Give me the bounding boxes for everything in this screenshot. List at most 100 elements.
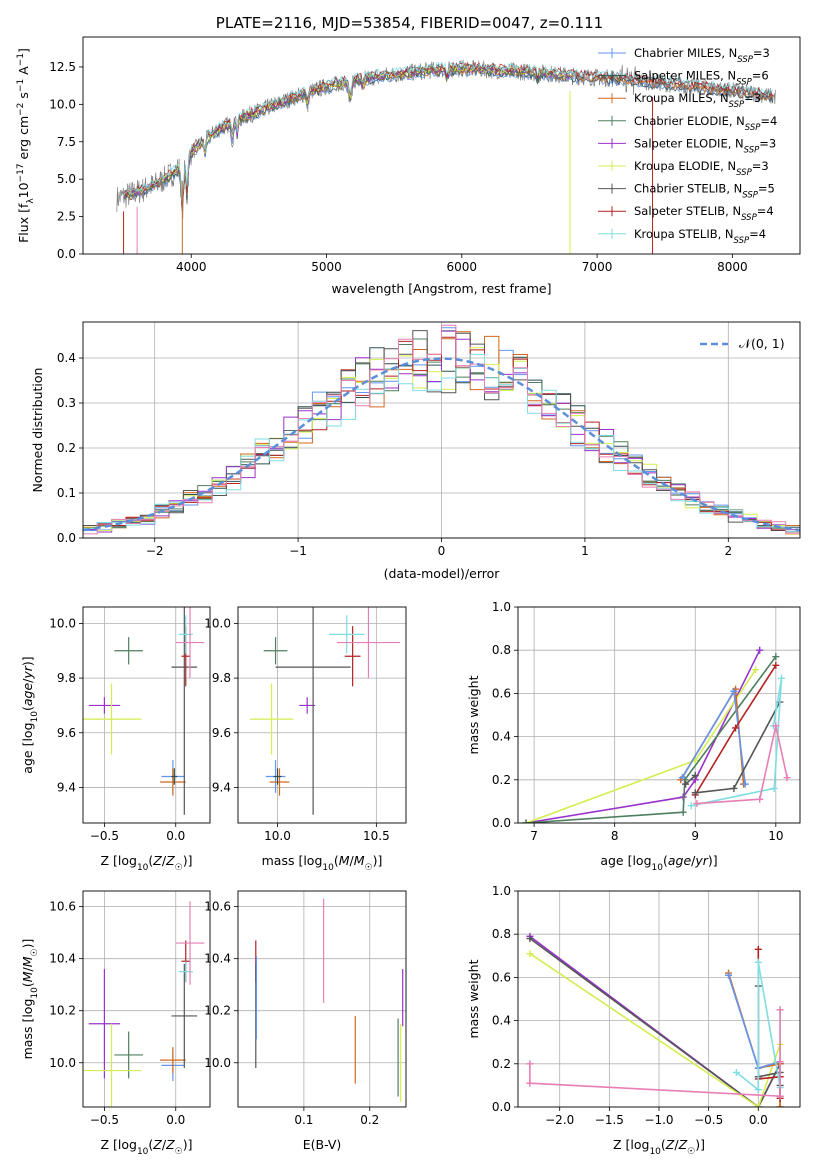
legend-label-base: Kroupa MILES, N xyxy=(634,91,729,105)
x-tick-label: −1.0 xyxy=(644,1113,673,1127)
marker xyxy=(725,971,733,979)
marker xyxy=(526,950,534,958)
x-tick-label: 7000 xyxy=(582,260,613,274)
legend-label-sub: SSP xyxy=(745,123,761,133)
data-point xyxy=(178,961,193,983)
axis-label-part: 10 xyxy=(137,1147,149,1157)
marker xyxy=(772,722,780,730)
series-path xyxy=(529,1009,781,1098)
y-axis-label: mass weight xyxy=(466,959,481,1038)
y-tick-label: 0.0 xyxy=(492,816,511,830)
y-tick-label: 0.0 xyxy=(57,531,76,545)
x-tick-label: 0.1 xyxy=(294,1113,313,1127)
marker xyxy=(776,1092,784,1100)
points-age_vs_mass xyxy=(249,607,401,815)
axis-label-part: mass [log xyxy=(20,999,35,1060)
axis-label-part: A xyxy=(16,66,31,79)
legend-label: Chabrier MILES, NSSP=3 xyxy=(634,46,770,65)
data-point xyxy=(249,683,294,755)
y-tick-label: 0.4 xyxy=(492,730,511,744)
x-tick-label: 8 xyxy=(611,829,619,843)
axis-label-part: erg cm xyxy=(16,116,31,164)
axis-label-part: Z xyxy=(665,1137,675,1152)
x-tick-label: 0.2 xyxy=(360,1113,379,1127)
legend-label-tail: =4 xyxy=(760,114,777,128)
data-point xyxy=(344,626,361,687)
data-point xyxy=(273,768,282,785)
y-axis-label: age [log10(age/yr)] xyxy=(20,656,40,773)
legend-label-tail: =5 xyxy=(758,182,775,196)
y-tick-label: 10.0 xyxy=(204,616,231,630)
axes-frame xyxy=(237,890,407,1108)
x-tick-label: −2 xyxy=(146,544,164,558)
axis-label-part: / xyxy=(350,853,355,868)
marker xyxy=(522,819,530,823)
marker xyxy=(730,687,738,695)
data-point xyxy=(178,615,193,654)
axis-label-part: ( xyxy=(334,853,339,868)
axis-label-part: ( xyxy=(663,853,668,868)
axis-label-part: −1 xyxy=(16,53,26,66)
legend-label-sub: SSP xyxy=(736,78,752,88)
data-point xyxy=(175,901,205,985)
y-tick-label: 1.0 xyxy=(492,884,511,898)
y-tick-label: 0.3 xyxy=(57,396,76,410)
model-trace-kroupa_stelib xyxy=(123,60,773,202)
series-line xyxy=(691,661,780,799)
marker xyxy=(756,795,764,803)
y-tick-label: 10.0 xyxy=(204,1056,231,1070)
axes-frame xyxy=(517,890,801,1108)
x-tick-label: 10.5 xyxy=(363,829,390,843)
y-tick-label: 0.2 xyxy=(492,773,511,787)
marker xyxy=(752,666,760,674)
y-axis-label: Normed distribution xyxy=(30,368,45,493)
axis-label-part: )] xyxy=(373,853,383,868)
y-tick-label: 0.1 xyxy=(57,486,76,500)
axis-label-part: M xyxy=(339,853,350,868)
x-tick-label: 1 xyxy=(581,544,589,558)
y-tick-label: 10.0 xyxy=(49,616,76,630)
x-tick-label: 10 xyxy=(768,829,783,843)
legend-item: Salpeter MILES, NSSP=6 xyxy=(598,69,769,88)
legend-label-sub: SSP xyxy=(742,191,758,201)
legend-label-base: Chabrier MILES, N xyxy=(634,46,737,60)
legend-label: Chabrier ELODIE, NSSP=4 xyxy=(634,114,777,133)
data-point xyxy=(299,697,316,714)
marker xyxy=(526,1079,534,1087)
marker xyxy=(687,802,695,810)
axis-label-part: Z [log xyxy=(100,1137,136,1152)
axis-label-part: 10 xyxy=(649,1147,661,1157)
histograms xyxy=(83,324,800,537)
series-line xyxy=(526,1006,784,1100)
series-weight_vs_age xyxy=(522,646,791,823)
series-path xyxy=(727,974,781,1070)
axis-label-part: Z xyxy=(165,853,175,868)
axis-label-part: M xyxy=(20,956,35,967)
legend-label-tail: =3 xyxy=(744,91,761,105)
marker xyxy=(526,1060,534,1068)
x-axis-label: wavelength [Angstrom, rest frame] xyxy=(331,281,551,296)
marker xyxy=(679,808,687,816)
axis-label-part: mass [log xyxy=(262,853,323,868)
data-point xyxy=(88,697,121,714)
x-tick-label: −2.0 xyxy=(545,1113,574,1127)
y-tick-label: 1.0 xyxy=(492,600,511,614)
axes-residuals: −2 −1 0 1 2 0.0 0.1 0.2 0.3 0.4 xyxy=(57,322,800,558)
legend-label-sub: SSP xyxy=(744,145,760,155)
axes-mass_vs_EBV: 0.1 0.2 10.0 10.2 10.4 10.6 xyxy=(204,891,406,1127)
data-point xyxy=(83,1023,142,1107)
histogram-kroupa_elodie xyxy=(83,347,800,535)
data-point xyxy=(160,768,186,796)
axis-label-part: )] xyxy=(695,1137,705,1152)
y-tick-label: 10.6 xyxy=(49,900,76,914)
y-tick-label: 7.5 xyxy=(57,135,76,149)
axis-label-part: ( xyxy=(148,853,153,868)
legend-label: Kroupa ELODIE, NSSP=3 xyxy=(634,159,769,178)
data-point xyxy=(114,637,143,665)
axis-label-part: )] xyxy=(708,853,718,868)
axis-label-part: )] xyxy=(20,656,35,666)
marker xyxy=(754,958,762,966)
y-tick-label: 0.4 xyxy=(57,351,76,365)
legend-item: Salpeter STELIB, NSSP=4 xyxy=(598,204,774,223)
marker xyxy=(741,780,749,788)
